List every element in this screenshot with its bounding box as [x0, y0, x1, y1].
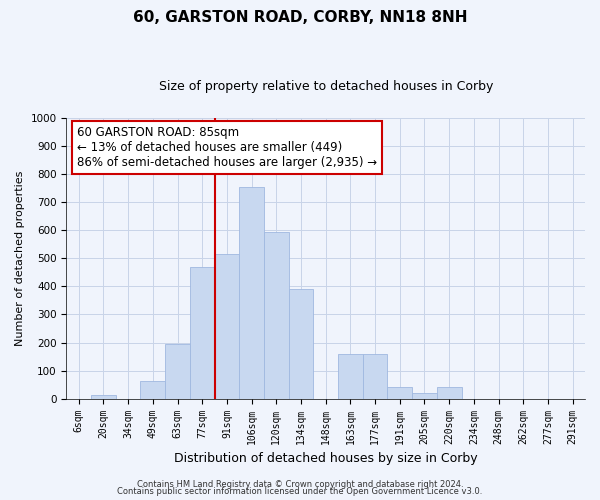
Bar — [363, 354, 388, 399]
Bar — [215, 254, 239, 398]
Bar — [289, 289, 313, 399]
Bar — [165, 344, 190, 399]
Text: 60, GARSTON ROAD, CORBY, NN18 8NH: 60, GARSTON ROAD, CORBY, NN18 8NH — [133, 10, 467, 25]
Bar — [190, 266, 215, 398]
Bar — [239, 186, 264, 398]
Bar — [91, 396, 116, 398]
Text: Contains public sector information licensed under the Open Government Licence v3: Contains public sector information licen… — [118, 487, 482, 496]
Bar — [140, 382, 165, 398]
Text: Contains HM Land Registry data © Crown copyright and database right 2024.: Contains HM Land Registry data © Crown c… — [137, 480, 463, 489]
Bar — [412, 392, 437, 398]
Title: Size of property relative to detached houses in Corby: Size of property relative to detached ho… — [158, 80, 493, 93]
Text: 60 GARSTON ROAD: 85sqm
← 13% of detached houses are smaller (449)
86% of semi-de: 60 GARSTON ROAD: 85sqm ← 13% of detached… — [77, 126, 377, 169]
Bar — [338, 354, 363, 399]
Y-axis label: Number of detached properties: Number of detached properties — [15, 170, 25, 346]
X-axis label: Distribution of detached houses by size in Corby: Distribution of detached houses by size … — [174, 452, 478, 465]
Bar — [264, 232, 289, 398]
Bar — [388, 387, 412, 398]
Bar — [437, 387, 461, 398]
